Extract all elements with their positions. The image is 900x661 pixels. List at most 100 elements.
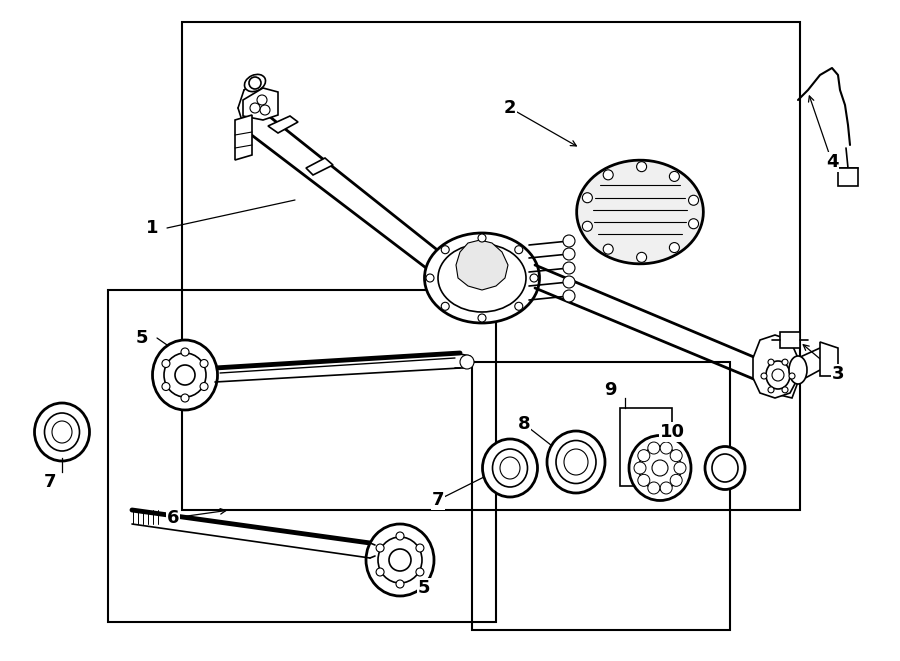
Ellipse shape <box>425 233 539 323</box>
Circle shape <box>396 580 404 588</box>
Text: 7: 7 <box>432 491 445 509</box>
Ellipse shape <box>152 340 218 410</box>
Circle shape <box>200 360 208 368</box>
Bar <box>182 22 800 510</box>
Circle shape <box>478 234 486 242</box>
Bar <box>472 362 730 630</box>
Circle shape <box>638 449 650 461</box>
Circle shape <box>582 193 592 203</box>
Ellipse shape <box>705 446 745 490</box>
Text: 6: 6 <box>166 509 179 527</box>
Ellipse shape <box>378 537 422 583</box>
Circle shape <box>670 243 680 253</box>
Circle shape <box>563 262 575 274</box>
Polygon shape <box>820 342 838 376</box>
Circle shape <box>670 171 680 181</box>
Circle shape <box>250 103 260 113</box>
Circle shape <box>661 482 672 494</box>
Circle shape <box>638 475 650 486</box>
Circle shape <box>426 274 434 282</box>
Circle shape <box>648 442 660 454</box>
Circle shape <box>515 246 523 254</box>
Circle shape <box>478 314 486 322</box>
Ellipse shape <box>500 457 520 479</box>
Text: 5: 5 <box>136 329 149 347</box>
Circle shape <box>181 348 189 356</box>
Polygon shape <box>268 116 298 133</box>
Circle shape <box>772 369 784 381</box>
Ellipse shape <box>34 403 89 461</box>
Ellipse shape <box>492 449 527 487</box>
Circle shape <box>416 568 424 576</box>
Circle shape <box>688 195 698 206</box>
Circle shape <box>648 482 660 494</box>
Ellipse shape <box>547 431 605 493</box>
Circle shape <box>460 355 474 369</box>
Circle shape <box>563 276 575 288</box>
Circle shape <box>416 544 424 552</box>
Text: 1: 1 <box>146 219 158 237</box>
Circle shape <box>441 302 449 310</box>
Ellipse shape <box>164 353 206 397</box>
Circle shape <box>661 442 672 454</box>
Polygon shape <box>755 353 798 398</box>
Circle shape <box>652 460 668 476</box>
Ellipse shape <box>366 524 434 596</box>
Circle shape <box>674 462 686 474</box>
Text: 4: 4 <box>826 153 838 171</box>
Circle shape <box>441 246 449 254</box>
Text: 7: 7 <box>44 473 56 491</box>
Ellipse shape <box>639 446 681 490</box>
Circle shape <box>782 359 788 365</box>
Ellipse shape <box>712 454 738 482</box>
Circle shape <box>761 373 767 379</box>
Circle shape <box>260 105 270 115</box>
Circle shape <box>563 248 575 260</box>
Circle shape <box>162 360 170 368</box>
Ellipse shape <box>556 440 596 483</box>
Circle shape <box>636 162 646 172</box>
Circle shape <box>376 568 384 576</box>
Circle shape <box>249 77 261 89</box>
Circle shape <box>782 387 788 393</box>
Circle shape <box>582 221 592 231</box>
Circle shape <box>636 253 646 262</box>
Circle shape <box>181 394 189 402</box>
Circle shape <box>200 383 208 391</box>
Bar <box>780 332 800 348</box>
Ellipse shape <box>789 356 807 384</box>
Polygon shape <box>243 88 278 120</box>
Circle shape <box>563 290 575 302</box>
Ellipse shape <box>564 449 588 475</box>
Bar <box>108 290 496 622</box>
Ellipse shape <box>482 439 537 497</box>
Circle shape <box>257 95 267 105</box>
Text: 5: 5 <box>418 579 430 597</box>
Ellipse shape <box>52 421 72 443</box>
Circle shape <box>603 244 613 254</box>
Polygon shape <box>753 335 798 398</box>
Ellipse shape <box>629 436 691 500</box>
Circle shape <box>789 373 795 379</box>
Ellipse shape <box>44 413 79 451</box>
Bar <box>838 168 858 186</box>
Circle shape <box>603 170 613 180</box>
Text: 9: 9 <box>604 381 617 399</box>
Ellipse shape <box>766 361 790 389</box>
Circle shape <box>530 274 538 282</box>
Circle shape <box>396 532 404 540</box>
Text: 2: 2 <box>504 99 517 117</box>
Polygon shape <box>235 115 252 160</box>
Circle shape <box>670 475 682 486</box>
Text: 8: 8 <box>518 415 530 433</box>
Circle shape <box>515 302 523 310</box>
Circle shape <box>175 365 195 385</box>
Circle shape <box>376 544 384 552</box>
Circle shape <box>634 462 646 474</box>
Polygon shape <box>306 158 333 175</box>
Circle shape <box>563 235 575 247</box>
Text: 10: 10 <box>660 423 685 441</box>
Circle shape <box>688 219 698 229</box>
Ellipse shape <box>245 75 266 92</box>
Circle shape <box>670 449 682 461</box>
